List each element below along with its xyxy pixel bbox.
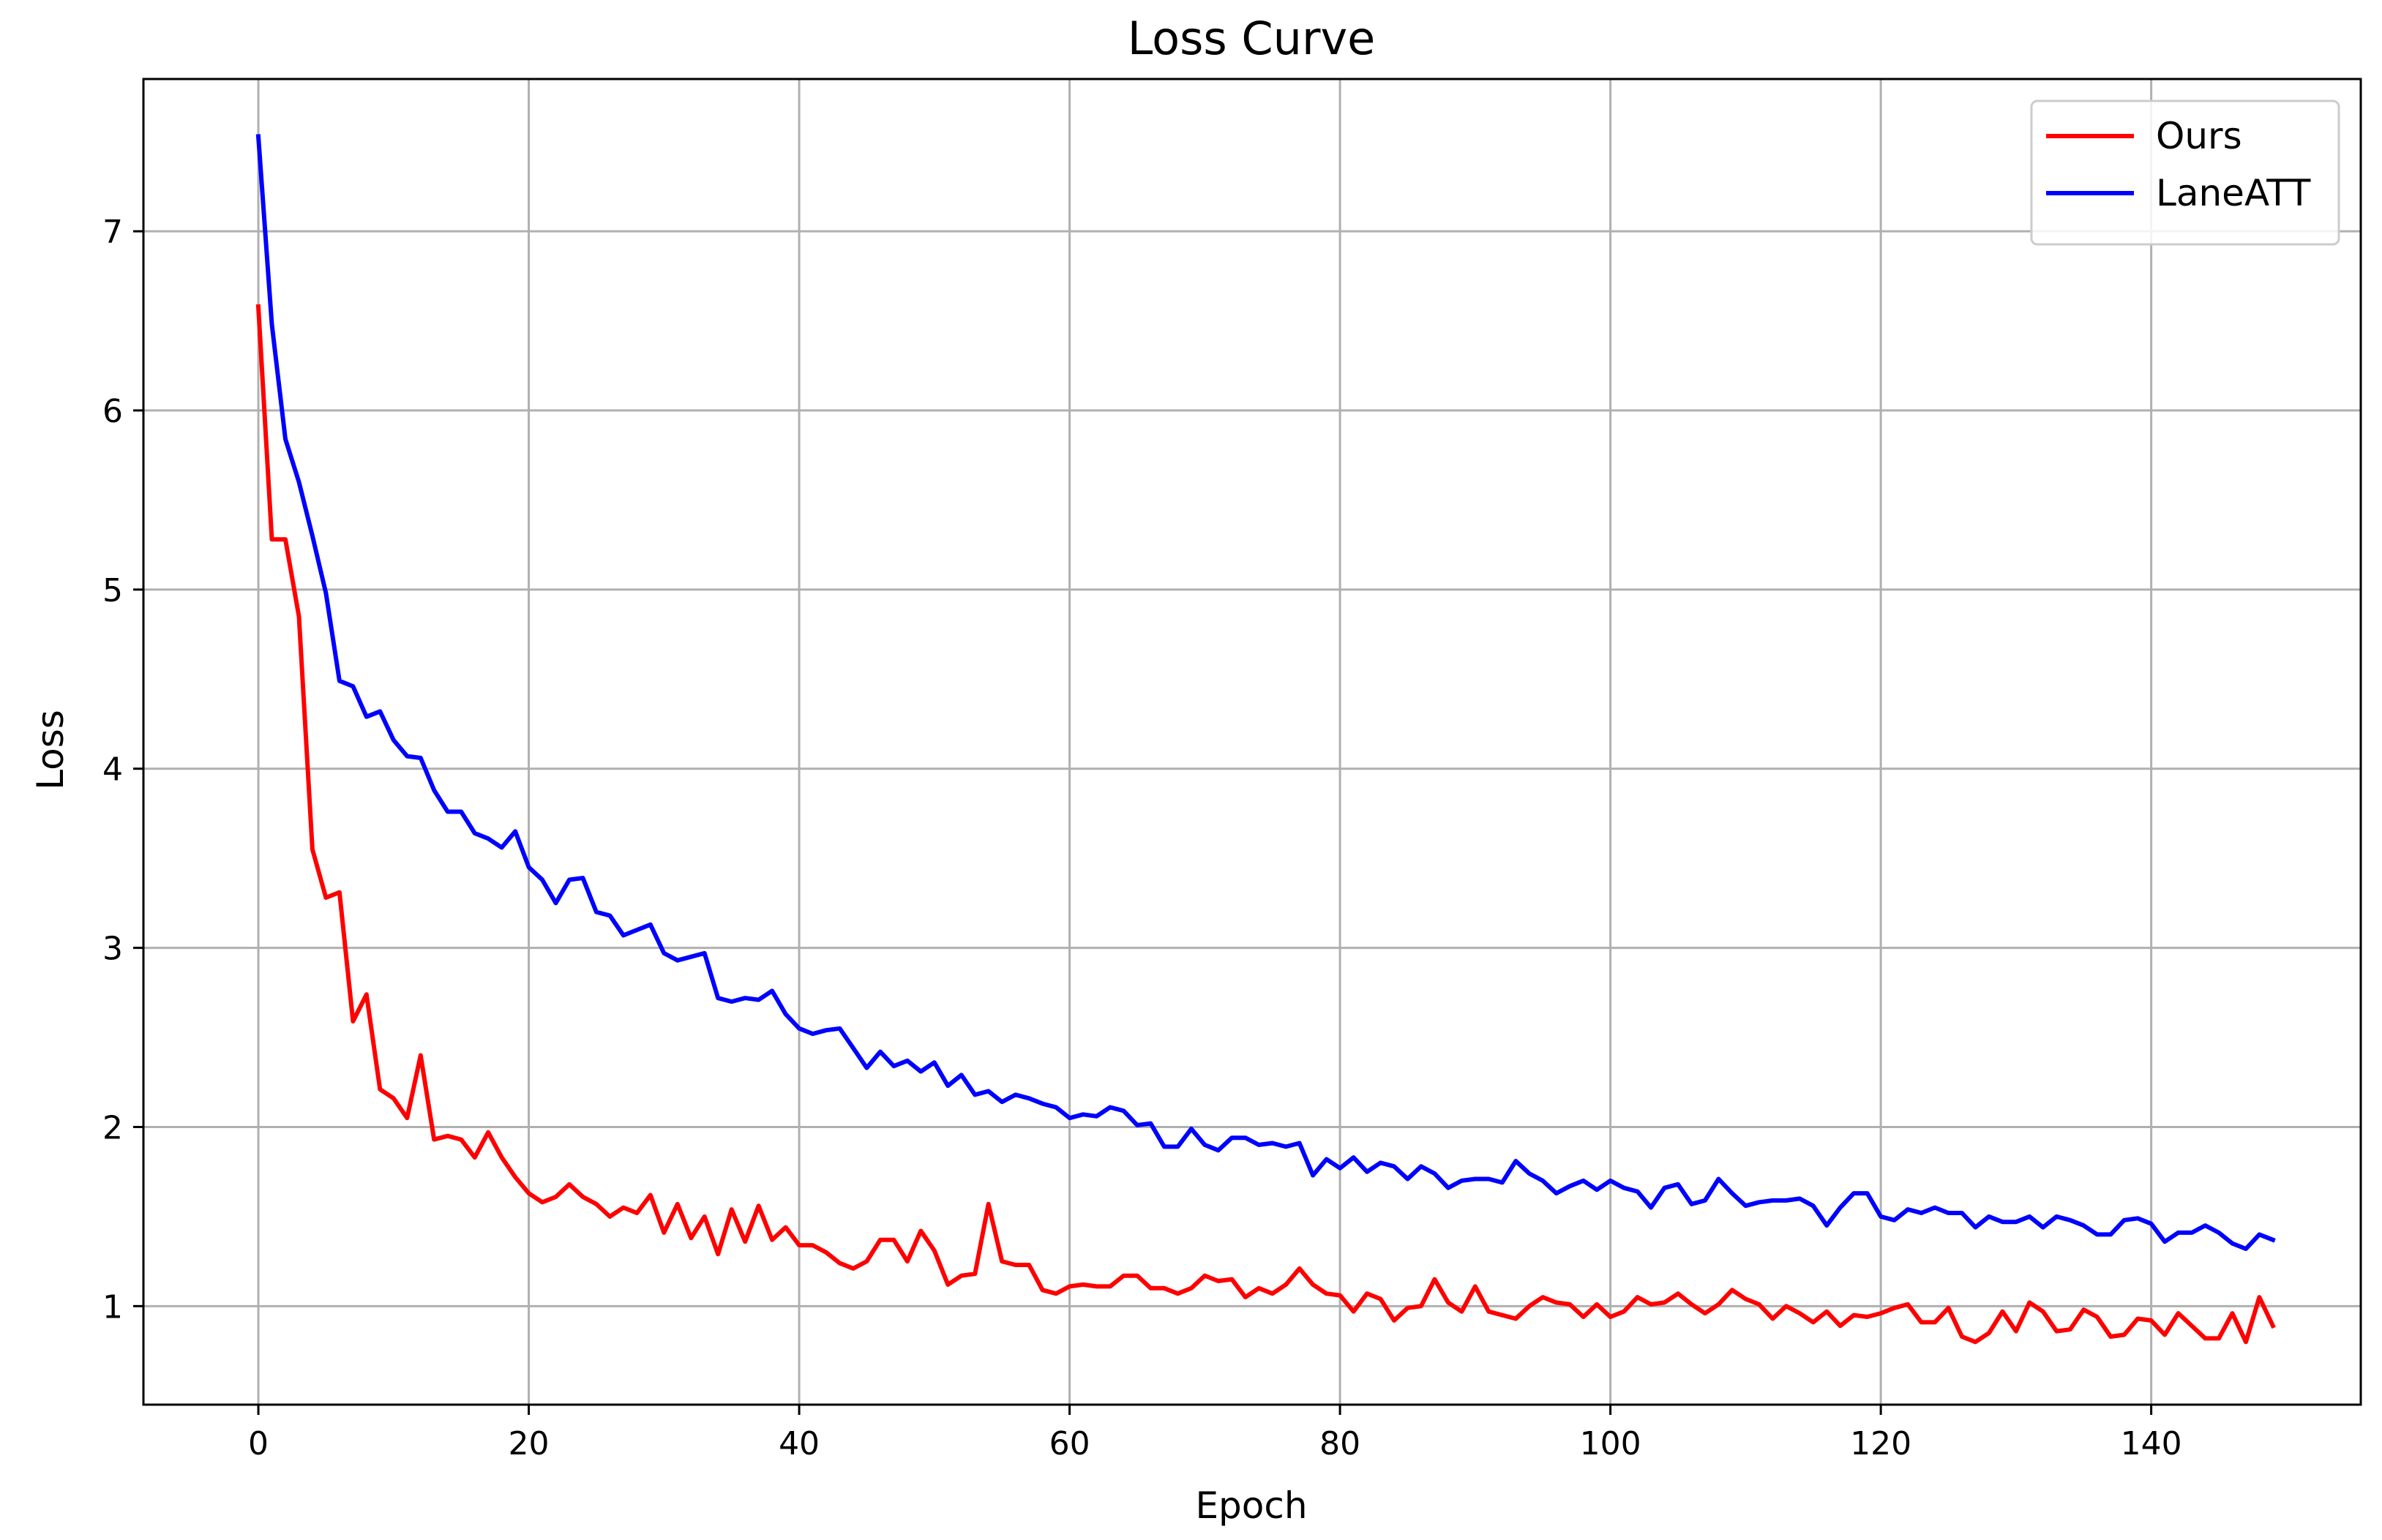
y-tick-label: 6: [102, 393, 123, 430]
x-tick-label: 40: [779, 1425, 820, 1462]
y-axis-label: Loss: [29, 710, 72, 790]
y-tick-label: 2: [102, 1109, 123, 1146]
x-tick-label: 20: [509, 1425, 550, 1462]
chart-title: Loss Curve: [1128, 12, 1376, 65]
x-tick-label: 80: [1319, 1425, 1360, 1462]
x-tick-label: 0: [248, 1425, 269, 1462]
y-tick-label: 4: [102, 751, 123, 789]
series-line-ours: [255, 304, 2276, 1345]
series-line-laneatt: [255, 134, 2276, 1251]
plot-frame: [142, 78, 2362, 1406]
axis-ticks: 0 20 40 60 80 100 120 140 1 2 3 4 5 6 7: [102, 214, 2182, 1462]
y-tick-label: 1: [102, 1288, 123, 1326]
legend: Ours LaneATT: [2030, 99, 2340, 246]
x-tick-label: 60: [1049, 1425, 1090, 1462]
y-tick-label: 7: [102, 214, 123, 251]
x-axis-label: Epoch: [1195, 1484, 1307, 1527]
y-tick-label: 3: [102, 931, 123, 968]
y-tick-label: 5: [102, 572, 123, 609]
x-tick-label: 120: [1850, 1425, 1911, 1462]
grid-lines: [143, 79, 2361, 1405]
x-tick-label: 100: [1580, 1425, 1641, 1462]
legend-label: Ours: [2156, 115, 2242, 157]
series-lines: [255, 134, 2276, 1345]
legend-label: LaneATT: [2156, 172, 2311, 214]
x-tick-label: 140: [2121, 1425, 2182, 1462]
